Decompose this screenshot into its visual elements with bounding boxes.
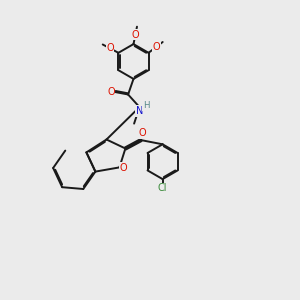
Text: O: O xyxy=(107,87,115,97)
Text: N: N xyxy=(136,106,143,116)
Text: O: O xyxy=(106,43,114,53)
Text: Cl: Cl xyxy=(158,183,167,193)
Text: O: O xyxy=(120,163,128,173)
Text: O: O xyxy=(132,30,139,40)
Text: O: O xyxy=(152,42,160,52)
Text: O: O xyxy=(138,128,146,139)
Text: H: H xyxy=(143,101,149,110)
